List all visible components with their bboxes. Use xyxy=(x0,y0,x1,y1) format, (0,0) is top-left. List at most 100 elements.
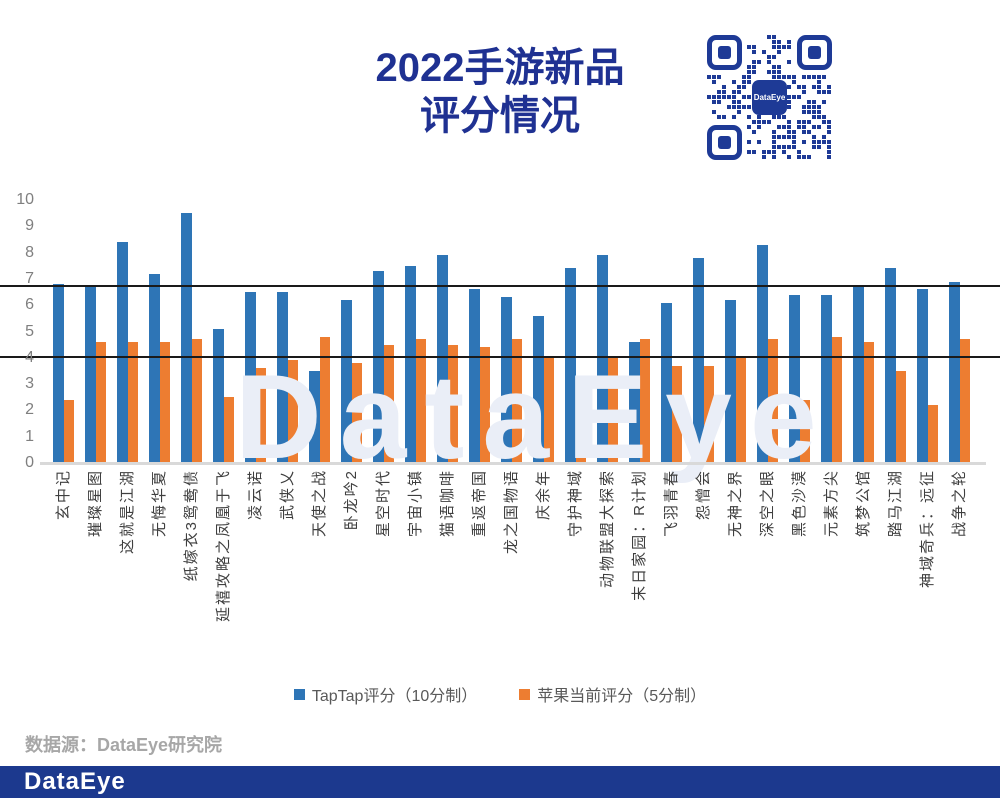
qr-module xyxy=(802,105,806,109)
x-axis-label: 璀璨星图 xyxy=(86,469,104,538)
qr-module xyxy=(782,115,786,119)
legend-swatch-apple xyxy=(519,688,531,700)
qr-module xyxy=(812,85,816,89)
bar-taptap xyxy=(85,286,96,463)
qr-module xyxy=(772,55,776,59)
qr-module xyxy=(782,145,786,149)
qr-module xyxy=(787,85,791,89)
legend-label-apple: 苹果当前评分（5分制） xyxy=(537,688,707,705)
qr-module xyxy=(782,125,786,129)
qr-module xyxy=(727,95,731,99)
qr-module xyxy=(722,85,726,89)
qr-module xyxy=(807,155,811,159)
qr-module xyxy=(772,40,776,44)
qr-module xyxy=(802,110,806,114)
qr-module xyxy=(772,150,776,154)
qr-module xyxy=(707,95,711,99)
qr-module xyxy=(712,75,716,79)
qr-module xyxy=(792,80,796,84)
x-axis-label: 纸嫁衣3鸳鸯债 xyxy=(182,469,200,582)
qr-module xyxy=(787,135,791,139)
bar-apple xyxy=(127,342,139,463)
qr-module xyxy=(752,120,756,124)
qr-module xyxy=(747,75,751,79)
qr-module xyxy=(752,45,756,49)
qr-finder-topright-icon xyxy=(797,35,832,70)
qr-module xyxy=(792,145,796,149)
qr-module xyxy=(787,95,791,99)
qr-module xyxy=(747,115,751,119)
bar-apple xyxy=(511,339,523,463)
bar-apple xyxy=(959,339,971,463)
qr-module xyxy=(822,100,826,104)
qr-module xyxy=(752,60,756,64)
legend-label-taptap: TapTap评分（10分制） xyxy=(311,688,478,705)
qr-module xyxy=(812,145,816,149)
qr-module xyxy=(757,120,761,124)
qr-module xyxy=(807,120,811,124)
y-axis-tick-label: 2 xyxy=(25,401,34,419)
qr-module xyxy=(717,75,721,79)
bar-taptap xyxy=(917,289,928,463)
qr-module xyxy=(777,50,781,54)
qr-module xyxy=(827,120,831,124)
chart-title-line2: 评分情况 xyxy=(420,94,580,138)
x-axis-label: 延禧攻略之凤凰于飞 xyxy=(214,469,232,623)
chart-legend: TapTap评分（10分制） 苹果当前评分（5分制） xyxy=(0,682,1000,706)
qr-module xyxy=(787,45,791,49)
bar-apple xyxy=(575,389,587,463)
x-axis-label: 守护神域 xyxy=(566,469,584,538)
qr-module xyxy=(757,125,761,129)
bar-apple xyxy=(63,399,75,463)
qr-module xyxy=(757,140,761,144)
qr-module xyxy=(817,80,821,84)
qr-module xyxy=(792,75,796,79)
qr-module xyxy=(797,155,801,159)
qr-module xyxy=(802,140,806,144)
qr-module xyxy=(772,70,776,74)
bar-taptap xyxy=(757,244,768,463)
x-axis-label: 天使之战 xyxy=(310,469,328,538)
qr-module xyxy=(767,35,771,39)
qr-module xyxy=(807,100,811,104)
qr-module xyxy=(772,145,776,149)
qr-module xyxy=(712,80,716,84)
bar-apple xyxy=(703,365,715,463)
qr-module xyxy=(817,125,821,129)
qr-module xyxy=(787,155,791,159)
qr-module xyxy=(827,150,831,154)
qr-module xyxy=(827,145,831,149)
bar-taptap xyxy=(565,268,576,463)
qr-module xyxy=(752,70,756,74)
qr-module xyxy=(757,115,761,119)
qr-module xyxy=(807,130,811,134)
qr-module xyxy=(797,150,801,154)
bar-taptap xyxy=(597,255,608,463)
chart-title: 2022手游新品 评分情况 xyxy=(280,44,720,140)
qr-module xyxy=(737,100,741,104)
qr-module xyxy=(787,145,791,149)
qr-module xyxy=(787,100,791,104)
qr-module xyxy=(737,85,741,89)
qr-module xyxy=(787,120,791,124)
bar-taptap xyxy=(149,273,160,463)
qr-module xyxy=(712,100,716,104)
bar-taptap xyxy=(885,268,896,463)
qr-module xyxy=(747,80,751,84)
bar-taptap xyxy=(949,281,960,463)
x-axis-label: 星空时代 xyxy=(374,469,392,538)
qr-module xyxy=(772,45,776,49)
qr-module xyxy=(812,105,816,109)
qr-module xyxy=(732,115,736,119)
qr-module xyxy=(767,150,771,154)
qr-module xyxy=(807,75,811,79)
qr-module xyxy=(817,90,821,94)
y-axis-tick-label: 5 xyxy=(25,322,34,340)
x-axis-label: 黑色沙漠 xyxy=(790,469,808,538)
qr-module xyxy=(732,105,736,109)
bar-taptap xyxy=(437,255,448,463)
qr-module xyxy=(812,75,816,79)
x-axis-label: 元素方尖 xyxy=(822,469,840,538)
dataeye-logo: DataEye xyxy=(24,768,126,795)
qr-module xyxy=(722,95,726,99)
